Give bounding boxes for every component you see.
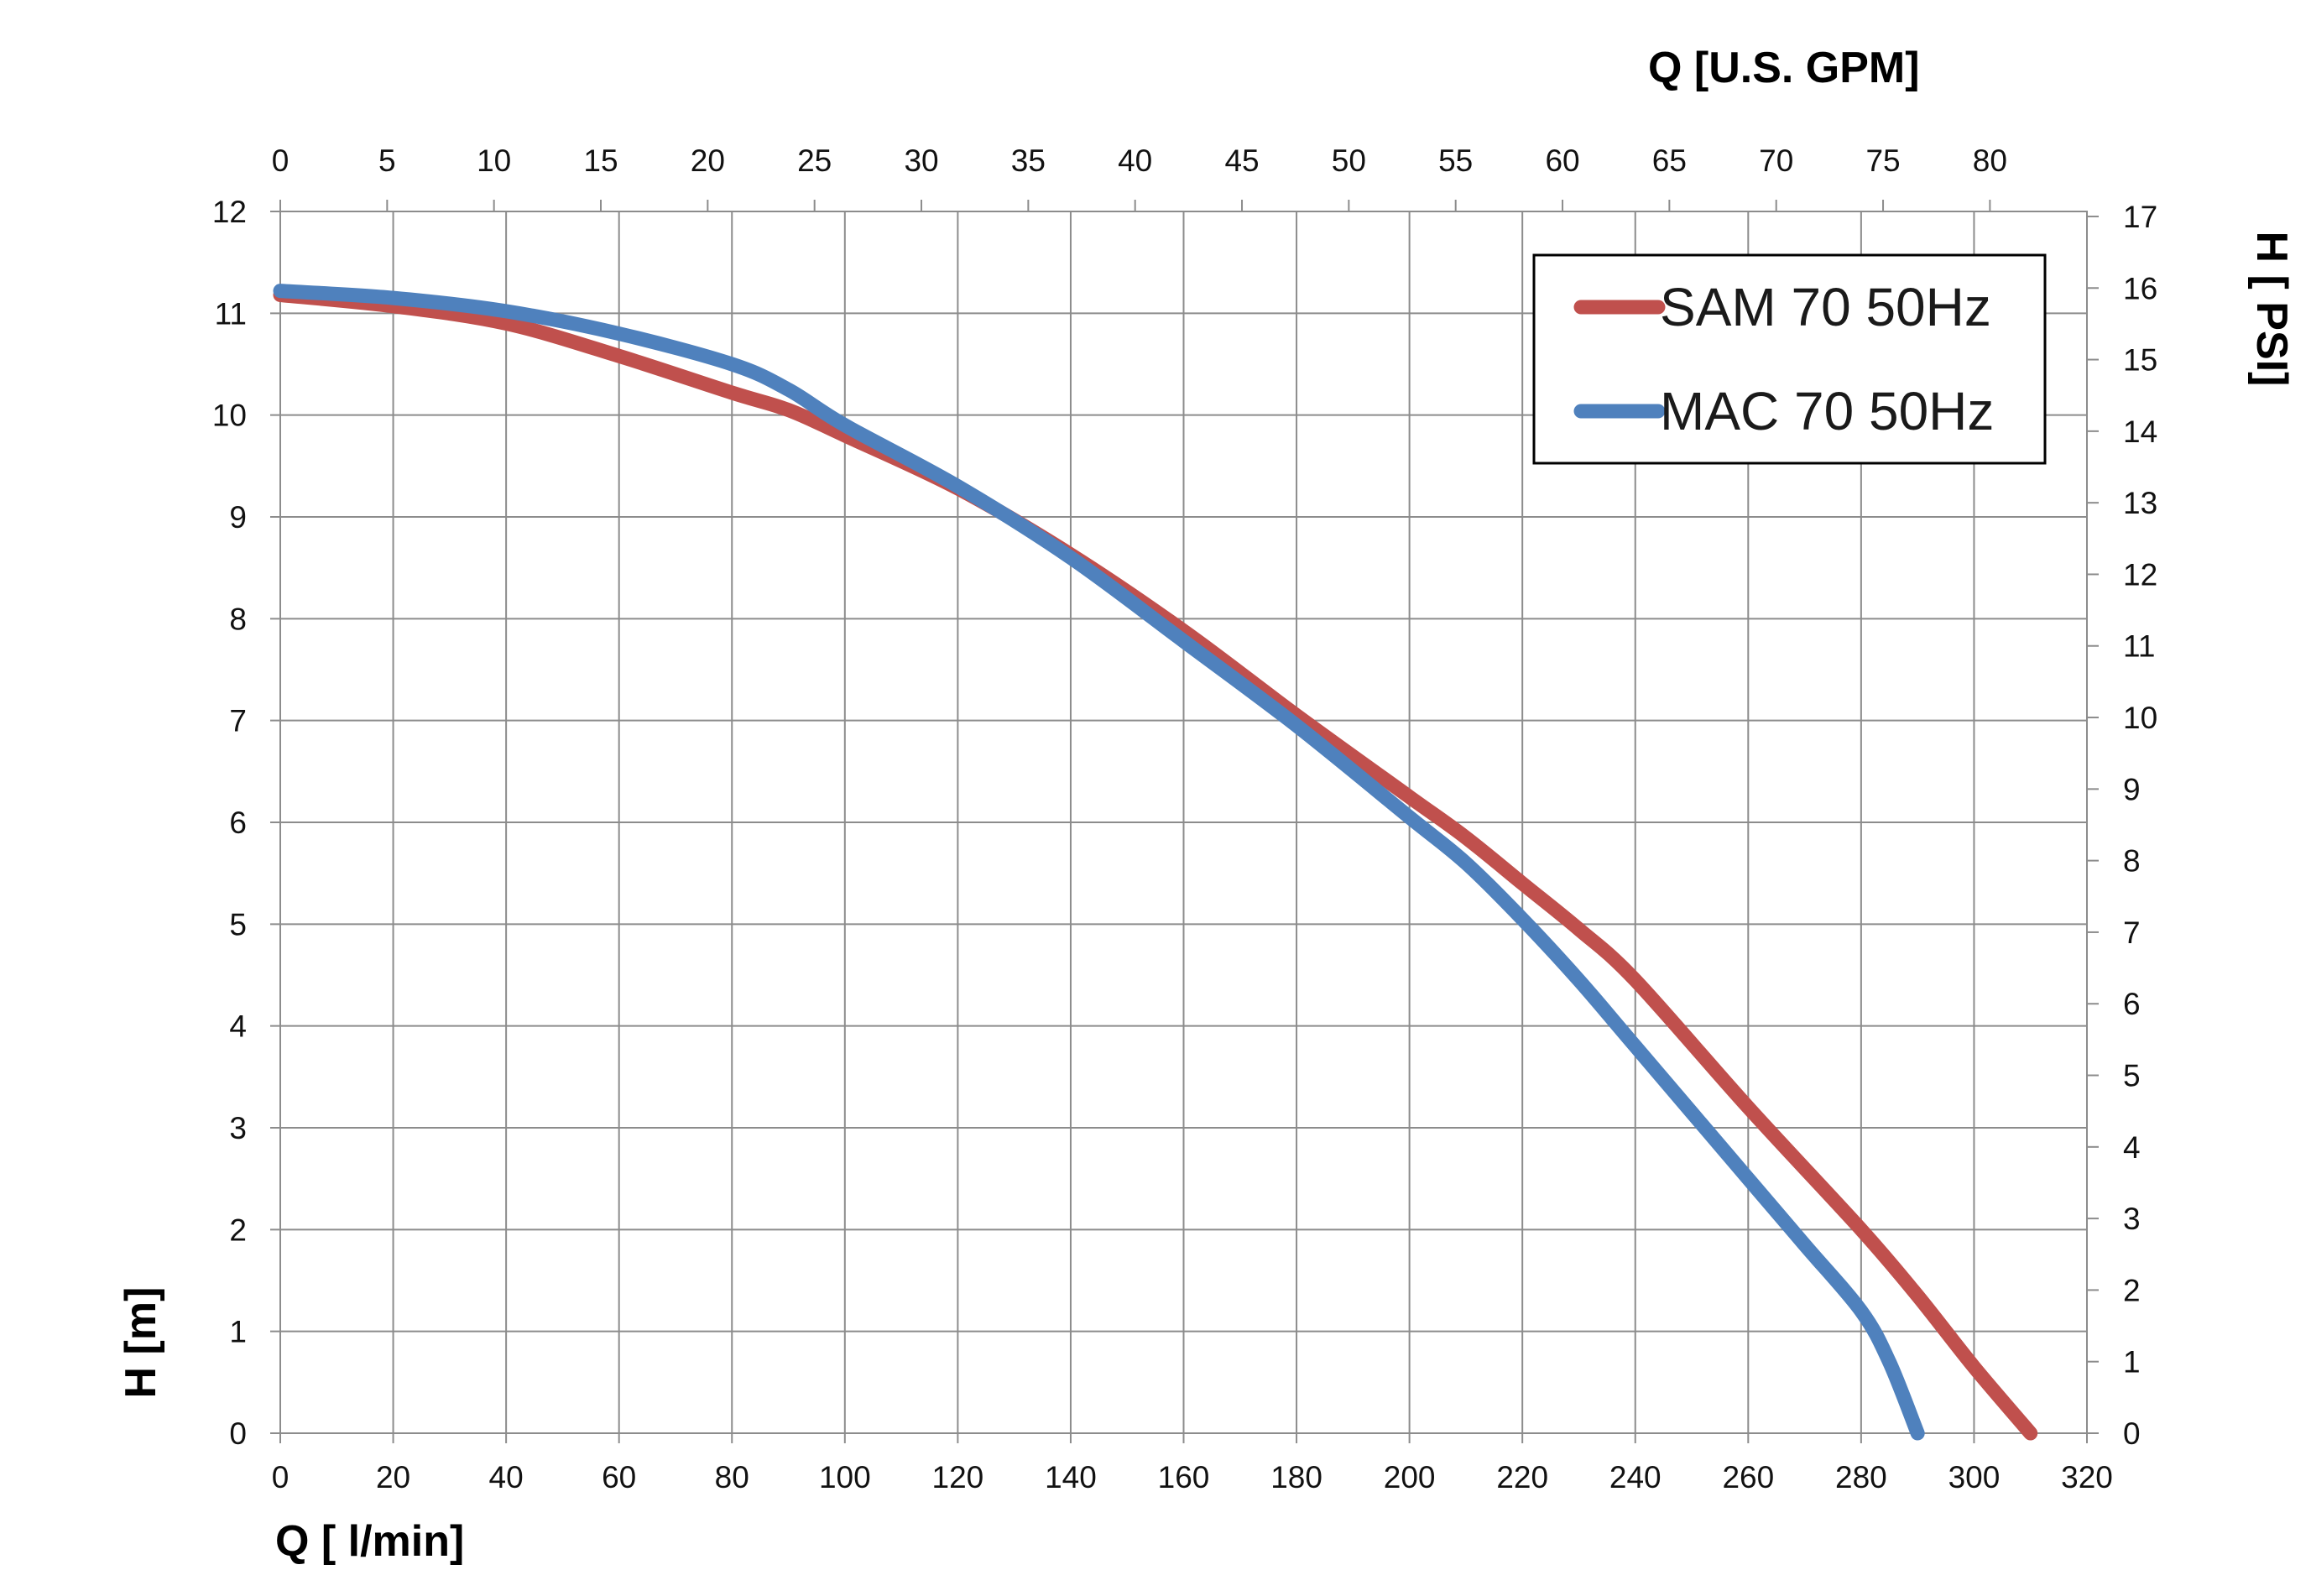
x2-tick-label: 25 [797,143,832,178]
x2-tick-label: 35 [1011,143,1046,178]
y-tick-label: 0 [229,1416,247,1451]
y2-tick-label: 4 [2123,1130,2141,1165]
x-tick-label: 120 [932,1460,984,1494]
right-axis-title: H [ PSI] [2247,232,2296,387]
x2-tick-label: 5 [378,143,396,178]
legend-label-mac-70-50hz: MAC 70 50Hz [1660,381,1994,441]
y2-tick-label: 8 [2123,844,2141,879]
x2-tick-label: 20 [691,143,725,178]
x-tick-label: 280 [1835,1460,1887,1494]
x-tick-label: 40 [489,1460,524,1494]
y-tick-label: 2 [229,1213,247,1247]
x-tick-label: 240 [1609,1460,1662,1494]
left-axis-title: H [m] [117,1287,165,1399]
legend: SAM 70 50Hz MAC 70 50Hz [1532,253,2047,465]
y2-tick-label: 11 [2123,629,2155,664]
x2-tick-label: 80 [1973,143,2007,178]
x2-tick-label: 55 [1438,143,1473,178]
top-axis-title: Q [U.S. GPM] [1648,44,1920,92]
y-tick-label: 7 [229,704,247,738]
y-tick-label: 6 [229,806,247,840]
x2-tick-label: 0 [272,143,290,178]
x2-tick-label: 50 [1332,143,1366,178]
x2-tick-label: 65 [1652,143,1687,178]
y2-tick-label: 2 [2123,1273,2141,1307]
x2-tick-label: 10 [477,143,511,178]
tick-labels: 0 20 40 60 80 100 120 140 160 180 200 220 240 260 280 3… [212,143,2157,1494]
x-tick-label: 60 [602,1460,636,1494]
bottom-axis-title: Q [ l/min] [275,1517,464,1566]
y2-tick-label: 12 [2123,557,2157,592]
x-tick-label: 140 [1045,1460,1097,1494]
y-tick-label: 8 [229,602,247,636]
y2-tick-label: 7 [2123,915,2141,950]
x2-tick-label: 75 [1865,143,1900,178]
y-tick-label: 1 [229,1315,247,1349]
x-tick-label: 160 [1158,1460,1210,1494]
y-tick-label: 5 [229,907,247,941]
x-tick-label: 100 [819,1460,871,1494]
x2-tick-label: 40 [1118,143,1152,178]
x-tick-label: 80 [715,1460,749,1494]
legend-box [1532,253,2047,465]
y2-tick-label: 3 [2123,1202,2141,1236]
x-tick-label: 320 [2061,1460,2113,1494]
x2-tick-label: 60 [1545,143,1579,178]
y2-tick-label: 0 [2123,1416,2141,1451]
y2-tick-label: 16 [2123,271,2157,305]
x-tick-label: 300 [1948,1460,2001,1494]
y-tick-label: 10 [212,399,247,433]
series-lines [273,284,2038,1441]
x-tick-label: 220 [1496,1460,1548,1494]
series-line-sam-70-50hz [273,288,2038,1441]
y2-tick-label: 5 [2123,1059,2141,1093]
y-tick-label: 3 [229,1111,247,1145]
y-tick-label: 11 [215,296,247,331]
y2-tick-label: 9 [2123,772,2141,806]
series-line-mac-70-50hz [273,284,1925,1441]
x2-tick-label: 70 [1759,143,1793,178]
y2-tick-label: 15 [2123,343,2157,378]
y2-tick-label: 13 [2123,486,2157,520]
y2-tick-label: 14 [2123,415,2157,449]
y2-tick-label: 1 [2123,1345,2141,1380]
x2-tick-label: 30 [904,143,938,178]
x-tick-label: 20 [376,1460,410,1494]
axis-titles: Q [U.S. GPM] Q [ l/min] H [m] H [ PSI] [117,44,2296,1566]
y2-tick-label: 6 [2123,987,2141,1021]
y2-tick-label: 10 [2123,701,2157,735]
x-tick-label: 200 [1384,1460,1436,1494]
x2-tick-label: 45 [1224,143,1259,178]
y-tick-label: 12 [212,195,247,229]
legend-label-sam-70-50hz: SAM 70 50Hz [1660,277,1991,337]
x2-tick-label: 15 [583,143,618,178]
x-tick-label: 0 [272,1460,290,1494]
y-tick-label: 4 [229,1009,247,1044]
y-tick-label: 9 [229,500,247,535]
x-tick-label: 180 [1270,1460,1322,1494]
x-tick-label: 260 [1722,1460,1774,1494]
y2-tick-label: 17 [2123,200,2157,234]
